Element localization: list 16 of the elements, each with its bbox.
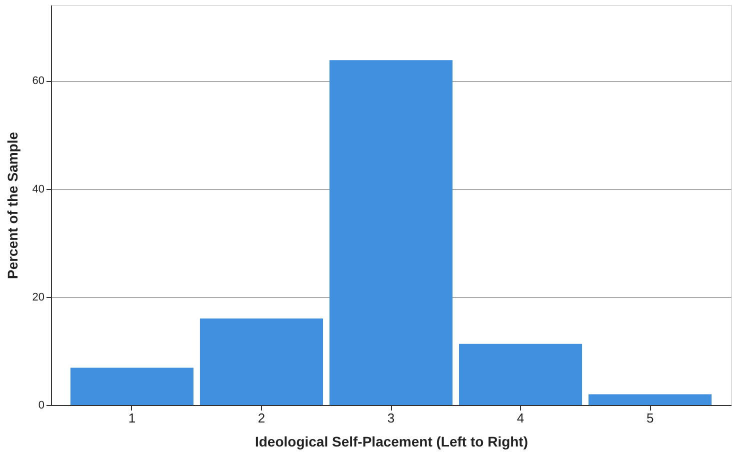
x-tick-label: 5: [646, 410, 654, 426]
y-tick-label: 40: [32, 183, 44, 196]
x-tick-label: 2: [258, 410, 266, 426]
bar: [459, 344, 582, 405]
y-tick-label: 60: [32, 75, 44, 88]
y-tick-label: 0: [38, 400, 44, 412]
bar: [588, 394, 712, 405]
y-tick-label: 20: [32, 291, 44, 304]
bar: [329, 60, 453, 405]
x-tick-label: 1: [128, 410, 136, 426]
x-tick-label: 4: [516, 410, 524, 426]
bar: [70, 368, 194, 405]
y-axis-title: Percent of the Sample: [4, 132, 20, 280]
x-tick-label: 3: [387, 410, 395, 426]
bar: [200, 318, 323, 405]
x-axis-title: Ideological Self-Placement (Left to Right): [254, 434, 528, 450]
